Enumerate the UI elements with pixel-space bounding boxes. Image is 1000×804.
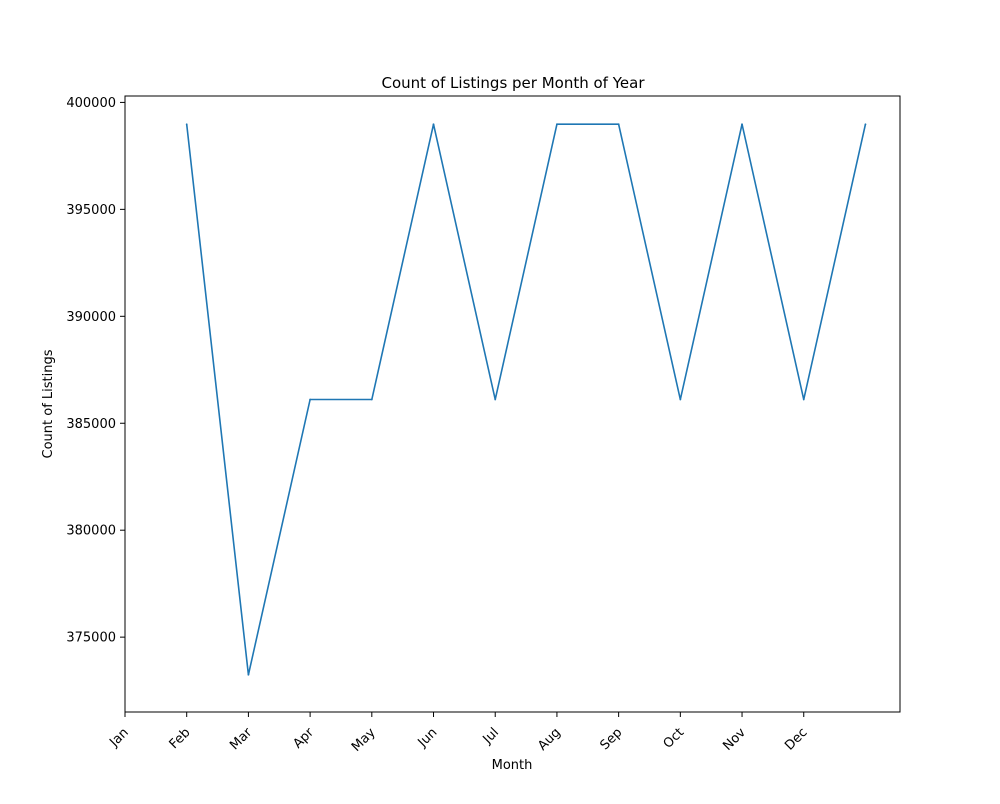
y-tick-label: 380000 bbox=[66, 524, 116, 539]
data-point bbox=[185, 123, 188, 126]
data-point bbox=[741, 123, 743, 126]
data-point bbox=[432, 123, 435, 126]
y-tick-label: 395000 bbox=[66, 203, 116, 218]
chart-title: Count of Listings per Month of Year bbox=[382, 74, 646, 92]
y-axis: 375000 380000 385000 390000 395000 400000 bbox=[66, 96, 125, 646]
y-tick-label: 385000 bbox=[66, 417, 116, 432]
y-tick-label: 400000 bbox=[66, 96, 116, 111]
data-point bbox=[679, 398, 682, 401]
data-point bbox=[370, 398, 373, 401]
y-axis-label: Count of Listings bbox=[41, 349, 56, 458]
data-point bbox=[802, 398, 805, 401]
data-point bbox=[864, 123, 867, 126]
series-layer bbox=[185, 123, 867, 676]
y-tick-label: 390000 bbox=[66, 310, 116, 325]
series-line bbox=[185, 123, 867, 676]
y-tick-label: 375000 bbox=[66, 631, 116, 646]
data-point bbox=[556, 123, 558, 126]
x-axis-label: Month bbox=[492, 758, 533, 773]
data-point bbox=[494, 398, 497, 401]
data-point bbox=[309, 398, 312, 401]
plot-area-frame bbox=[124, 95, 901, 713]
data-point bbox=[617, 123, 620, 126]
data-point bbox=[247, 673, 250, 676]
